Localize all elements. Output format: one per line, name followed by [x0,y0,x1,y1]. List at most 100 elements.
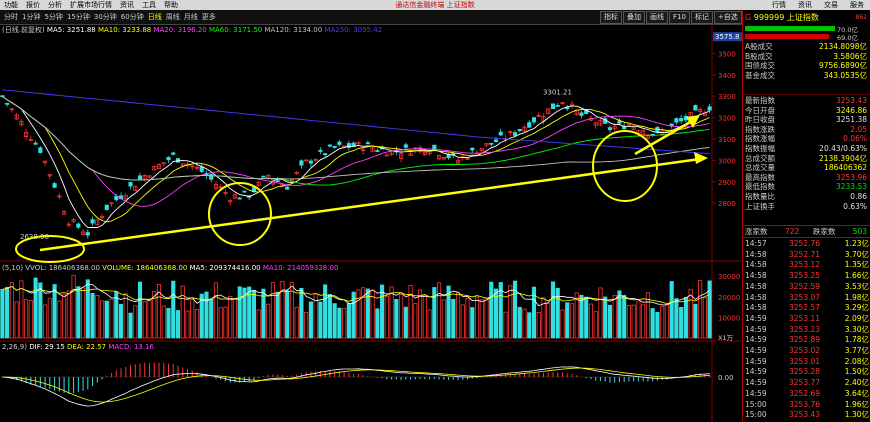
candle-body [71,219,76,222]
candle-body [5,102,10,105]
period-tab[interactable]: 15分钟 [66,13,90,21]
stat-label: B股成交 [745,51,773,61]
candle-body [593,122,598,126]
tick-row[interactable]: 14:58 3252.59 3.53亿 [743,282,870,292]
menu-right-item[interactable]: 行情 [772,1,786,9]
tick-row[interactable]: 14:57 3252.76 1.23亿 [743,239,870,249]
period-tab[interactable]: 月线 [183,13,198,21]
quote-panel: G 999999 上证指数 862 70.0亿 69.0亿 A股成交 2134.8… [742,10,870,422]
tool-button[interactable]: 指标 [600,11,622,24]
tool-button[interactable]: F10 [669,11,690,24]
period-tab[interactable]: 5分钟 [44,13,63,21]
volume-bar [337,307,342,339]
candle-body [133,185,138,192]
price-axis-highlight-bg [713,32,742,42]
chart-area[interactable]: 3500 3400 3300 3200 3100 3000 2900 2800 3575.8 33… [0,24,742,422]
volume-bar [527,312,532,339]
period-tab[interactable]: 30分钟 [93,13,117,21]
dea-line [2,367,710,403]
candle-body [403,144,408,148]
tick-row[interactable]: 14:58 3253.07 1.98亿 [743,293,870,303]
tick-price: 3252.71 [789,249,821,259]
stat-value: 2.05 [850,124,867,134]
tick-row[interactable]: 14:59 3252.69 3.64亿 [743,389,870,399]
volume-bar [422,295,427,339]
volume-bar [399,294,404,339]
tick-row[interactable]: 14:58 3253.12 1.35亿 [743,260,870,270]
tick-row[interactable]: 14:59 3253.11 2.09亿 [743,314,870,324]
menu-item[interactable]: 资讯 [120,1,134,9]
volume-bar [641,304,646,339]
period-tab[interactable]: 60分钟 [120,13,144,21]
candle-body [631,126,636,130]
menu-item[interactable]: 扩展市场行情 [70,1,112,9]
candle-body [308,160,313,164]
trendline [39,157,701,252]
tick-row[interactable]: 14:58 3252.71 3.70亿 [743,250,870,260]
period-tab[interactable]: 1分钟 [22,13,41,21]
tick-row[interactable]: 14:58 3253.25 1.66亿 [743,271,870,281]
volume-bar [384,296,389,339]
tick-list[interactable]: 14:57 3252.76 1.23亿 14:58 3252.71 3.70亿 14:58 3… [743,239,870,422]
volume-bar [256,309,261,339]
menu-bar: 功能 报价 分析 扩展市场行情 资讯 工具 帮助 通达信金融终端 上证指数 行情 资讯 交易 服务 [0,0,870,10]
volume-bar [674,298,679,339]
candle-body [313,159,318,162]
volume-bar [166,308,171,339]
tick-row[interactable]: 14:58 3252.57 3.29亿 [743,303,870,313]
volume-bar [413,303,418,339]
menu-item[interactable]: 报价 [26,1,40,9]
menu-right-item[interactable]: 交易 [824,1,838,9]
volume-bar [702,297,707,339]
tick-row[interactable]: 15:00 3253.43 1.30亿 [743,410,870,420]
volume-bar [223,306,228,339]
volume-bar [361,287,366,339]
tick-row[interactable]: 15:00 3253.76 1.96亿 [743,400,870,410]
tool-button[interactable]: 叠加 [623,11,645,24]
candle-body [484,143,489,146]
candle-body [47,174,52,177]
volume-bar [19,280,24,339]
tool-button[interactable]: 标记 [690,11,713,24]
menu-item[interactable]: 工具 [142,1,156,9]
period-tab[interactable]: 更多 [201,13,216,21]
stat-value: 0.63% [843,201,867,211]
volume-bar [228,296,233,339]
high-annotation: 3301.21 [543,88,572,96]
volume-bar [437,282,442,339]
volume-bar [598,287,603,339]
volume-bar [588,303,594,339]
menu-right-item[interactable]: 资讯 [798,1,812,9]
tick-row[interactable]: 14:59 3253.23 3.30亿 [743,325,870,335]
tick-row[interactable]: 14:59 3253.77 2.40亿 [743,378,870,388]
period-tab[interactable]: 周线 [165,13,180,21]
volume-bar [85,279,90,339]
volume-bar [679,307,684,339]
kline-chart[interactable]: 3500 3400 3300 3200 3100 3000 2900 2800 3575.8 33… [0,24,742,422]
candle-body [85,232,90,236]
candle-body [242,190,247,193]
tick-row[interactable]: 14:59 3253.02 3.77亿 [743,346,870,356]
period-tab[interactable]: 日线 [147,13,162,21]
volume-bar [356,289,361,339]
tick-time: 14:59 [745,324,767,334]
vol-legend-ma10: MA10: 214059328.00 [262,264,339,272]
tool-button[interactable]: +自选 [713,11,742,24]
candle-body [194,166,200,169]
tool-button[interactable]: 画线 [646,11,668,24]
tick-time: 14:58 [745,303,767,313]
period-tab[interactable]: 分时 [4,13,18,21]
tick-row[interactable]: 14:59 3253.01 2.08亿 [743,357,870,367]
tick-row[interactable]: 14:59 3253.28 1.50亿 [743,367,870,377]
menu-item[interactable]: 帮助 [164,1,178,9]
tick-price: 3252.69 [789,388,821,398]
volume-bar [76,286,81,339]
menu-item[interactable]: 分析 [48,1,62,9]
menu-item[interactable]: 功能 [4,1,18,9]
tick-row[interactable]: 14:59 3252.89 1.78亿 [743,335,870,345]
menu-right-item[interactable]: 服务 [850,1,864,9]
stat-value: 3253.43 [835,96,867,105]
volume-bar [90,293,95,339]
candle-body [641,130,646,135]
candle-body [24,132,29,138]
